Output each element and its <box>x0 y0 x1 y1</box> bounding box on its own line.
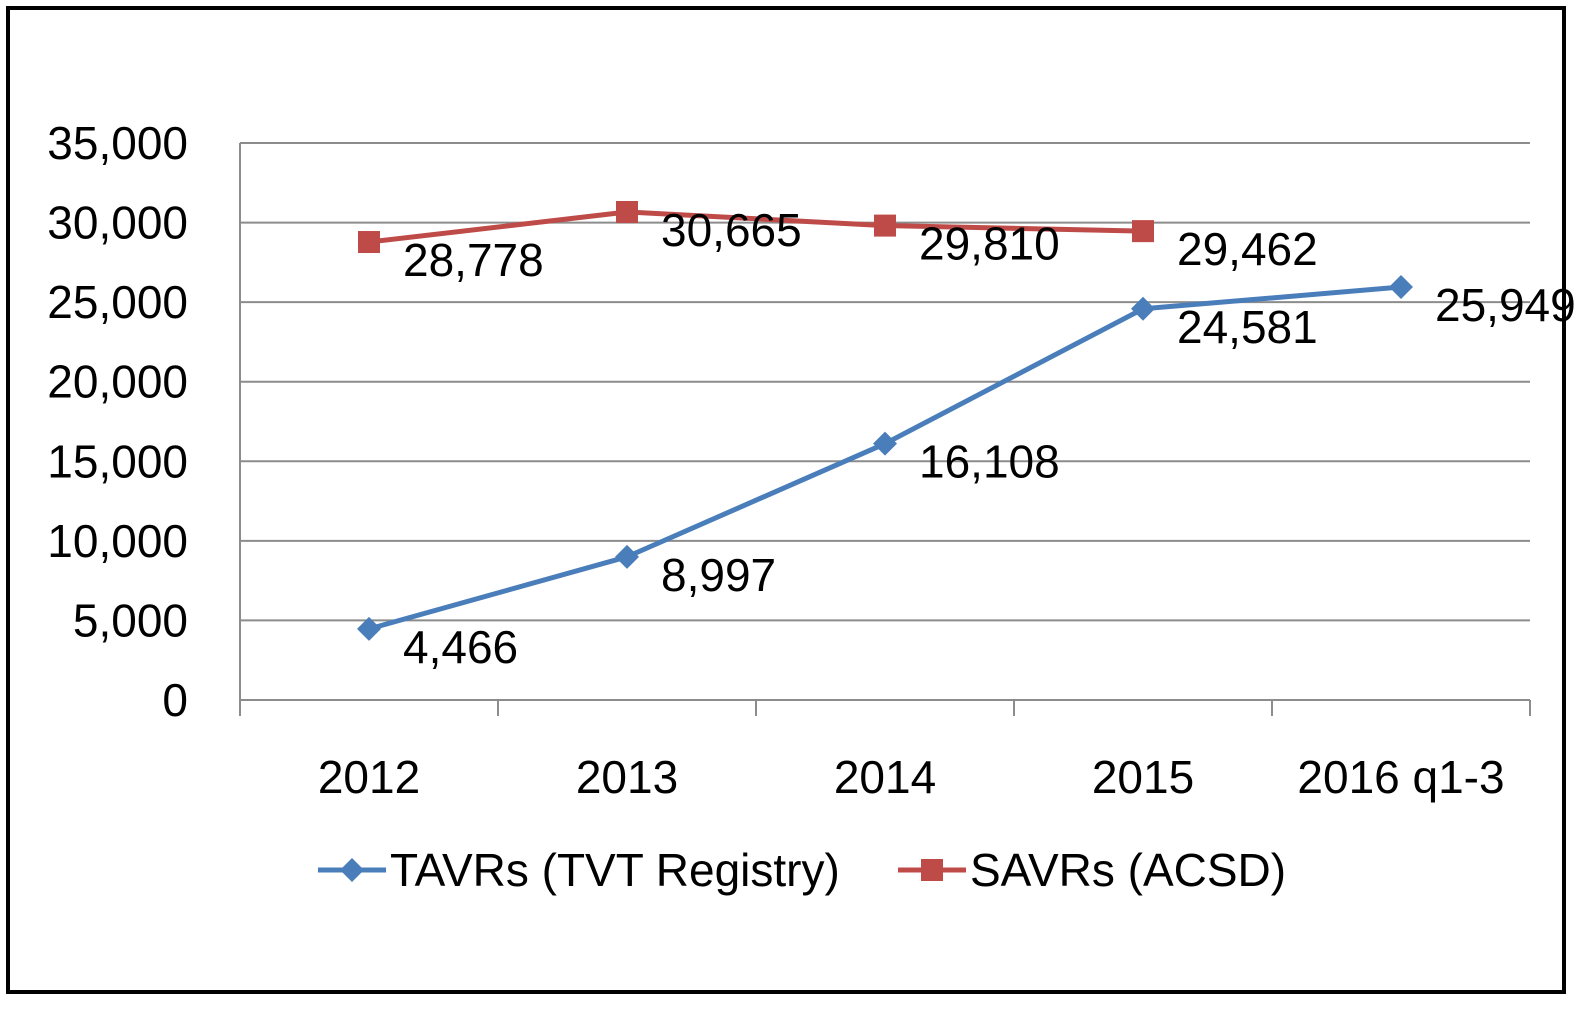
point-tavrs-tvt-registry-2014 <box>873 431 897 456</box>
y-tick-label: 10,000 <box>47 515 188 567</box>
series <box>357 200 1413 641</box>
legend-label-savrs-acsd: SAVRs (ACSD) <box>970 844 1286 896</box>
data-label-tavrs-tvt-registry-2016-q1-3: 25,949 <box>1435 279 1576 331</box>
data-label-tavrs-tvt-registry-2013: 8,997 <box>661 549 776 601</box>
point-savrs-acsd-2014 <box>874 214 896 237</box>
y-tick-label: 0 <box>162 674 188 726</box>
point-tavrs-tvt-registry-2015 <box>1131 296 1155 321</box>
x-tick-label-2012: 2012 <box>318 751 420 803</box>
point-savrs-acsd-2013 <box>616 200 638 223</box>
data-labels: 4,466 8,997 16,108 24,581 25,949 28,778 30,665… <box>403 204 1576 673</box>
legend-marker-savrs-acsd <box>921 859 943 881</box>
x-tick-label-2015: 2015 <box>1092 751 1194 803</box>
point-savrs-acsd-2015 <box>1132 220 1154 243</box>
data-label-savrs-acsd-2012: 28,778 <box>403 234 544 286</box>
data-label-tavrs-tvt-registry-2012: 4,466 <box>403 621 518 673</box>
axes: 0 5,000 10,000 15,000 20,000 25,000 30,000 35,0… <box>47 117 1531 803</box>
series-line-savrs-acsd <box>368 209 1144 245</box>
x-tick-label-2014: 2014 <box>834 751 936 803</box>
point-savrs-acsd-2012 <box>358 231 380 254</box>
y-tick-label: 30,000 <box>47 197 188 249</box>
legend: TAVRs (TVT Registry) SAVRs (ACSD) <box>318 844 1286 896</box>
data-label-savrs-acsd-2014: 29,810 <box>919 218 1060 270</box>
point-tavrs-tvt-registry-2016-q1-3 <box>1389 275 1413 300</box>
data-label-tavrs-tvt-registry-2014: 16,108 <box>919 436 1060 488</box>
y-tick-label: 20,000 <box>47 356 188 408</box>
data-label-tavrs-tvt-registry-2015: 24,581 <box>1177 301 1318 353</box>
x-tick-label-2013: 2013 <box>576 751 678 803</box>
x-tick-label-2016-q1-3: 2016 q1-3 <box>1297 751 1504 803</box>
point-tavrs-tvt-registry-2012 <box>357 616 381 641</box>
y-tick-label: 25,000 <box>47 276 188 328</box>
legend-marker-tavrs-tvt-registry <box>340 858 364 882</box>
data-label-savrs-acsd-2013: 30,665 <box>661 204 802 256</box>
y-tick-label: 35,000 <box>47 117 188 169</box>
point-tavrs-tvt-registry-2013 <box>615 544 639 569</box>
chart-frame <box>6 6 1566 994</box>
y-tick-label: 15,000 <box>47 435 188 487</box>
legend-label-tavrs-tvt-registry: TAVRs (TVT Registry) <box>390 844 840 896</box>
data-label-savrs-acsd-2015: 29,462 <box>1177 223 1318 275</box>
y-tick-label: 5,000 <box>73 594 188 646</box>
